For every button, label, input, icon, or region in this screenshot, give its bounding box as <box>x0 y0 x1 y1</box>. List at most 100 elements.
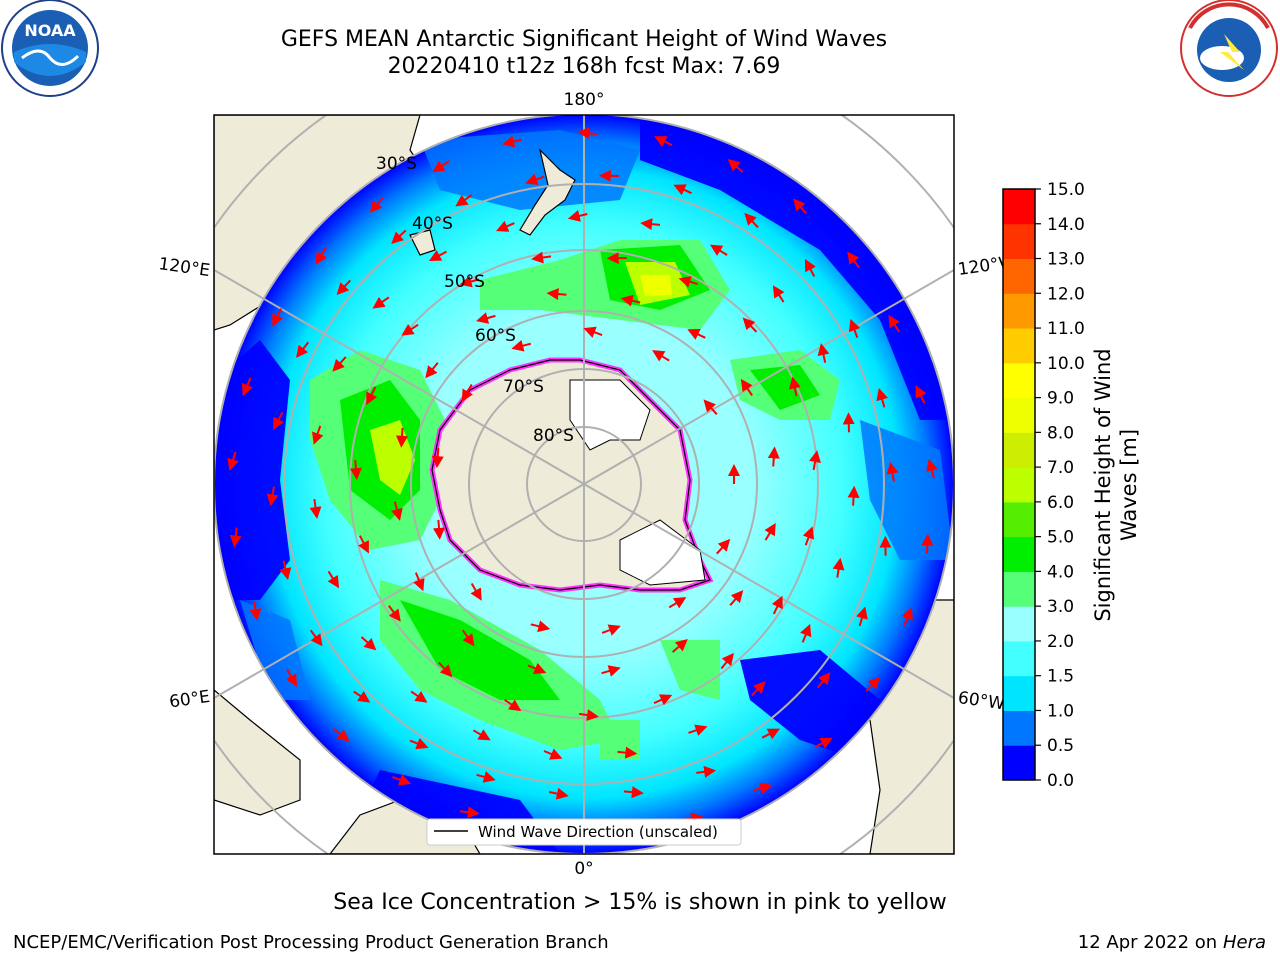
colorbar-tick-label: 12.0 <box>1047 284 1085 304</box>
wind-wave-arrow <box>312 425 324 445</box>
wind-wave-arrow <box>915 385 927 404</box>
wind-wave-arrow <box>425 362 439 379</box>
colorbar-label-line1: Significant Height of Wind <box>1091 348 1115 622</box>
lat-label-50s: 50°S <box>444 272 485 292</box>
ross-ice-shelf <box>569 379 651 451</box>
wind-wave-arrow <box>391 501 403 521</box>
wind-wave-arrow <box>413 572 425 592</box>
chart-subtitle: 20220410 t12z 168h fcst Max: 7.69 <box>387 54 781 79</box>
wind-wave-arrow <box>391 229 407 245</box>
wind-wave-arrow <box>285 668 297 687</box>
wind-wave-arrow <box>396 427 408 448</box>
wind-wave-arrow <box>876 388 888 408</box>
lat-label-30s: 30°S <box>376 154 417 174</box>
wind-wave-arrow <box>548 787 569 800</box>
noaa-logo: NOAA <box>1 0 99 97</box>
lon-label-0: 0° <box>574 859 593 879</box>
wind-wave-arrow <box>583 326 603 338</box>
wind-wave-arrow <box>771 595 783 615</box>
lon-label-120e: 120°E <box>157 254 211 281</box>
wind-wave-arrow <box>472 729 491 741</box>
colorbar-bin <box>1003 258 1035 294</box>
wind-wave-arrow <box>461 384 473 402</box>
wind-wave-arrow <box>504 699 522 712</box>
wind-wave-arrow <box>800 623 812 643</box>
wind-wave-arrow <box>372 296 390 309</box>
colorbar-tick-label: 7.0 <box>1047 458 1074 478</box>
wind-wave-arrow <box>455 194 473 207</box>
colorbar-tick-label: 15.0 <box>1047 180 1085 200</box>
wind-wave-arrow <box>229 527 242 548</box>
weddell-ice-shelf <box>619 519 706 586</box>
colorbar-bin <box>1003 675 1035 711</box>
colorbar-tick-label: 6.0 <box>1047 493 1074 513</box>
wind-wave-arrow <box>353 690 371 703</box>
wind-wave-arrow <box>709 244 728 256</box>
wind-wave-arrow <box>531 251 552 264</box>
colorbar-tick-label: 13.0 <box>1047 250 1085 270</box>
colorbar-bin <box>1003 710 1035 746</box>
wind-wave-arrow <box>848 318 861 339</box>
wind-wave-arrow <box>459 275 480 288</box>
colorbar-tick-label: 1.5 <box>1047 667 1074 687</box>
wind-wave-arrow <box>814 737 833 749</box>
wind-wave-arrow <box>761 728 781 740</box>
wind-wave-arrow <box>720 652 734 670</box>
colorbar-bin <box>1003 397 1035 433</box>
colorbar-tick-label: 5.0 <box>1047 528 1074 548</box>
lon-label-60w: 60°W <box>957 688 1006 714</box>
colorbar-bin <box>1003 362 1035 399</box>
colorbar-ticks: 0.0 0.5 1.0 1.5 2.0 3.0 4.0 5.0 6.0 7.0 8.0 9.0 10.0… <box>1035 180 1085 791</box>
colorbar-bin <box>1003 571 1035 607</box>
colorbar-tick-label: 11.0 <box>1047 319 1085 339</box>
wind-wave-arrow <box>249 601 262 622</box>
colorbar-label-line2: Waves [m] <box>1117 428 1141 542</box>
wind-wave-arrow <box>349 460 362 481</box>
colorbar-frame <box>1002 188 1036 781</box>
wind-wave-arrow <box>366 386 378 405</box>
wind-wave-arrow <box>438 661 453 678</box>
wind-wave-arrow <box>640 218 661 231</box>
colorbar-bin <box>1003 501 1035 538</box>
colorbar-tick-label: 1.0 <box>1047 701 1074 721</box>
colorbar-tick-label: 9.0 <box>1047 389 1074 409</box>
wind-wave-arrow <box>847 251 860 269</box>
map-border <box>213 114 955 855</box>
wind-wave-arrow <box>496 220 515 232</box>
wind-wave-arrow <box>476 312 496 324</box>
wind-wave-arrow <box>309 629 323 647</box>
wind-wave-arrow <box>901 607 913 627</box>
wind-wave-arrow <box>886 461 899 482</box>
wind-wave-arrow <box>358 535 369 554</box>
wind-wave-arrow <box>387 605 401 622</box>
nws-logo <box>1180 0 1278 97</box>
colorbar-label: Significant Height of Wind Waves [m] <box>1090 348 1142 621</box>
wind-wave-arrow <box>272 308 284 327</box>
wind-wave-arrow <box>809 450 821 471</box>
wind-wave-arrow <box>888 314 901 333</box>
wind-wave-arrow <box>688 724 708 736</box>
wind-wave-arrow <box>369 196 384 213</box>
wind-wave-arrow <box>227 451 239 472</box>
colorbar-tick-label: 14.0 <box>1047 215 1085 235</box>
wind-wave-arrow <box>620 294 641 307</box>
wind-wave-arrow <box>279 560 292 581</box>
sea-ice-note: Sea Ice Concentration > 15% is shown in … <box>333 890 947 915</box>
wind-wave-arrow <box>511 339 532 352</box>
wind-wave-arrow <box>577 127 598 140</box>
chart-title: GEFS MEAN Antarctic Significant Height o… <box>280 27 888 52</box>
wind-wave-arrow <box>623 786 644 799</box>
wind-wave-arrow <box>764 522 776 541</box>
wind-wave-arrow <box>921 533 934 554</box>
colorbar-bin <box>1003 606 1035 642</box>
wind-wave-arrow <box>673 184 692 196</box>
lat-label-60s: 60°S <box>475 326 516 346</box>
wind-wave-arrow <box>266 486 279 507</box>
colorbar-bin <box>1003 536 1035 572</box>
colorbar-bin <box>1003 189 1035 225</box>
wind-wave-arrow <box>772 285 785 303</box>
wind-wave-arrow <box>788 376 801 397</box>
wind-wave-arrow <box>459 806 480 819</box>
lat-label-70s: 70°S <box>503 377 544 397</box>
